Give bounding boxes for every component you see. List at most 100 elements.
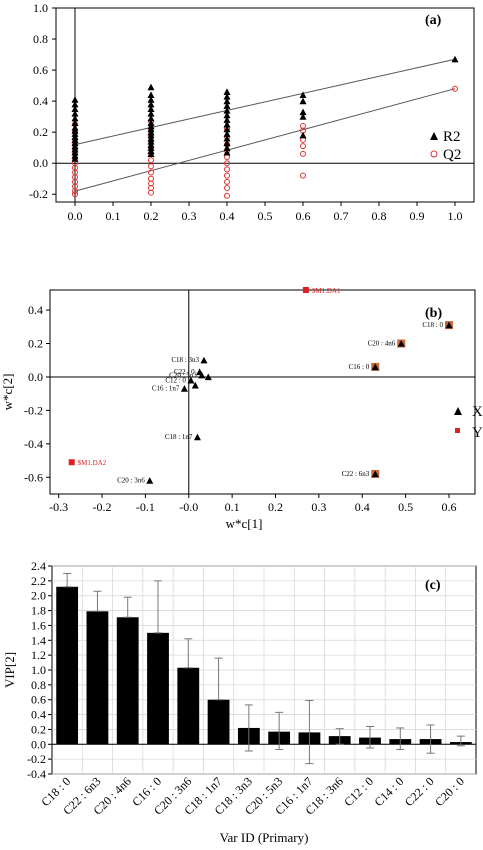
y-tick-label-c: 0.4 <box>31 708 46 722</box>
x-tick-label-a: 0.0 <box>68 209 83 223</box>
category-label: C22 : 0 <box>402 774 437 809</box>
panel-a: 0.0 0.1 0.2 0.3 0.4 0.5 0.6 0.7 0.8 0.9 1.0 -0.2 0.0… <box>29 1 475 223</box>
x-variable-label: C20 : 3n6 <box>117 477 145 485</box>
q2-point <box>148 169 154 176</box>
y-tick-label-b: -0.4 <box>24 437 43 451</box>
panel-b-xlabel: w*c[1] <box>226 516 263 531</box>
legend-b: X Y <box>454 404 483 441</box>
panel-b-ylabel: w*c[2] <box>0 374 15 411</box>
r2-point <box>223 88 231 95</box>
x-variable-point <box>146 477 154 484</box>
x-variable-label: C20 : 5n3 <box>169 371 197 379</box>
r2-point <box>299 108 307 116</box>
x-tick-label-b: 0.6 <box>441 500 456 514</box>
x-tick-label-a: 0.5 <box>258 209 273 223</box>
r2-point <box>71 105 79 113</box>
regression-line-r2 <box>74 58 456 146</box>
category-label: C20 : 0 <box>432 774 467 809</box>
y-tick-label-c: 1.2 <box>31 648 46 662</box>
q2-point <box>224 172 230 179</box>
x-tick-label-b: -0.0 <box>179 500 198 514</box>
r2-point <box>147 114 155 122</box>
y-tick-label-c: -0.4 <box>27 767 46 781</box>
q2-point <box>224 185 230 192</box>
x-tick-label-b: 0.1 <box>225 500 240 514</box>
panel-a-label: (a) <box>425 13 442 28</box>
legend-r2-marker <box>430 132 438 140</box>
r2-point <box>147 83 155 91</box>
r2-point <box>299 91 307 99</box>
x-variable-point <box>180 385 188 392</box>
x-variable-point <box>198 371 206 379</box>
x-tick-label-b: 0.3 <box>311 500 326 514</box>
r2-point <box>299 113 307 120</box>
panel-a-frame <box>55 7 475 203</box>
y-tick-label-b: 0.2 <box>28 337 43 351</box>
regression-line-q2 <box>74 88 456 192</box>
x-variable-label: C22 : 0 <box>174 368 195 376</box>
legend-y-marker <box>455 428 460 433</box>
r2-point <box>223 125 231 133</box>
q2-point <box>224 160 230 167</box>
r2-point <box>223 116 231 123</box>
r2-point <box>223 120 231 128</box>
x-variable-point <box>191 381 199 389</box>
x-variable-label: C18 : 1n7 <box>165 433 193 441</box>
r2-point <box>223 134 231 142</box>
panel-c-label: (c) <box>425 578 441 593</box>
vip-bar <box>56 586 79 745</box>
y-tick-label-b: 0.0 <box>28 370 43 384</box>
r2-point <box>223 92 231 100</box>
vip-bar <box>147 632 169 745</box>
r2-point <box>223 102 231 109</box>
panel-b-frame <box>49 289 476 495</box>
y-tick-label-c: 2.4 <box>31 559 46 573</box>
q2-point <box>300 172 306 179</box>
x-tick-label-b: -0.2 <box>93 500 112 514</box>
panel-b-label: (b) <box>425 306 442 321</box>
x-variable-label: C18 : 3n3 <box>171 356 199 364</box>
y-tick-label-a: 0.4 <box>33 94 48 108</box>
y-tick-label-a: 0.6 <box>33 63 48 77</box>
x-variable-point <box>193 433 201 441</box>
panel-b: -0.3 -0.2 -0.1 -0.0 0.1 0.2 0.3 0.4 0.5 0.6 -0.6 -0… <box>0 287 483 531</box>
r2-point <box>71 100 79 108</box>
x-tick-label-a: 1.0 <box>448 209 463 223</box>
q2-point <box>224 192 230 199</box>
r2-point <box>451 55 459 63</box>
vip-bar <box>116 617 139 745</box>
x-tick-label-b: -0.3 <box>49 500 68 514</box>
y-response-label: $M1.DA1 <box>312 287 341 295</box>
x-variable-point <box>397 340 405 347</box>
x-variable-label: C18 : 0 <box>422 321 443 329</box>
vip-bar <box>86 611 109 745</box>
x-variable-label: C12 : 0 <box>165 376 186 384</box>
q2-point <box>300 143 306 150</box>
x-tick-label-a: 0.3 <box>182 209 197 223</box>
y-tick-label-c: 1.6 <box>31 618 46 632</box>
x-tick-label-a: 0.2 <box>144 209 159 223</box>
y-tick-label-b: 0.4 <box>28 303 43 317</box>
q2-point <box>452 85 458 92</box>
x-tick-label-a: 0.9 <box>410 209 425 223</box>
q2-point <box>72 191 78 198</box>
q2-point <box>224 178 230 185</box>
r2-point <box>299 131 307 139</box>
r2-point <box>71 110 79 117</box>
y-tick-label-c: 0.8 <box>31 678 46 692</box>
r2-point <box>223 144 231 151</box>
x-variable-point <box>187 376 195 384</box>
y-tick-label-c: 1.8 <box>31 604 46 618</box>
x-tick-label-a: 0.7 <box>334 209 349 223</box>
q2-point <box>224 166 230 173</box>
x-variable-point <box>445 321 453 329</box>
y-tick-label-a: -0.2 <box>29 187 48 201</box>
legend-x-label: X <box>472 404 483 420</box>
x-tick-label-b: 0.5 <box>398 500 413 514</box>
y-response-point <box>302 287 309 293</box>
legend-q2-marker <box>430 150 438 158</box>
q2-point <box>300 150 306 157</box>
legend-a: R2 Q2 <box>430 129 461 163</box>
q2-point <box>72 188 78 195</box>
